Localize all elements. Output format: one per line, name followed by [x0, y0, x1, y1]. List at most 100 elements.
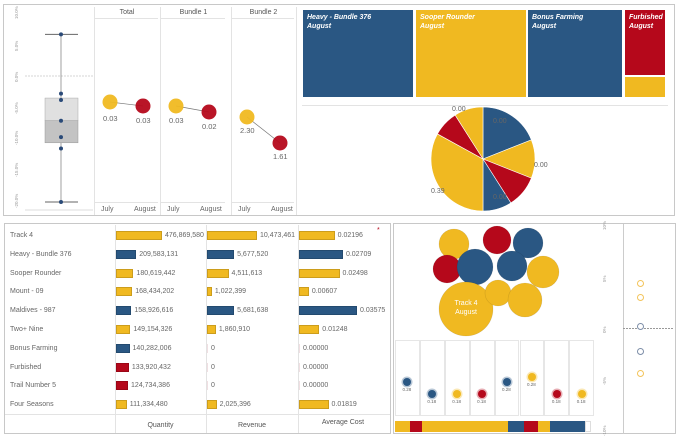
y-tick-label: 10% [602, 220, 607, 230]
value-avg_cost: 0.01248 [322, 326, 348, 333]
value-quantity: 209,583,131 [139, 250, 179, 258]
footer-line [231, 202, 294, 203]
box-point [59, 32, 63, 37]
strip-label: 0.18 [576, 399, 586, 404]
y-tick-label: -10% [602, 425, 607, 436]
bar-revenue [207, 268, 229, 278]
data-label: 0.02 [202, 122, 217, 131]
tile-period: August [307, 23, 332, 30]
strip-dot [478, 390, 487, 398]
stacked-segment [507, 421, 524, 432]
strip-label: 0.28 [526, 382, 536, 387]
strip-dot [503, 378, 512, 386]
value-revenue: 0 [211, 382, 215, 390]
value-revenue: 1,860,910 [218, 326, 251, 333]
treemap-tile: Furbished August [624, 9, 666, 76]
bubble [496, 250, 528, 282]
value-revenue: 0 [211, 363, 215, 371]
bar-revenue [207, 249, 235, 259]
strip-dot [577, 390, 586, 398]
slope-chart: Total 0.03 July 0.03 August Bundle 1 0.03 July 0… [0, 0, 300, 220]
data-label: 2.30 [240, 126, 255, 135]
header-line [231, 18, 294, 19]
bubble [484, 279, 512, 307]
slope-point-july [239, 109, 255, 125]
pie-label: 0.00 [493, 118, 507, 125]
strip-column [395, 340, 420, 416]
bubble [482, 225, 512, 255]
bubble-chart: Track 4 August [395, 224, 595, 338]
bar-avg_cost [299, 381, 300, 391]
strip-label: 0.28 [402, 387, 412, 392]
strip-label: 0.28 [502, 387, 511, 392]
stacked-segment [585, 421, 591, 432]
pane-divider [160, 7, 161, 215]
bar-quantity [116, 400, 127, 410]
scatter-point [637, 348, 644, 356]
pane-header-1: Bundle 1 [179, 9, 208, 16]
value-avg_cost: 0.01819 [331, 401, 357, 409]
pie-slice [454, 106, 484, 161]
bar-quantity [116, 249, 137, 259]
x-tick-label: July [167, 206, 180, 213]
bar-revenue [207, 231, 257, 240]
pane-divider [231, 7, 232, 215]
strip-column [419, 340, 445, 416]
pane-divider [296, 7, 297, 215]
bar-avg_cost [299, 362, 300, 372]
value-quantity: 158,926,616 [134, 307, 174, 315]
slope-point-august [135, 98, 151, 114]
strip-dot [552, 390, 561, 398]
value-quantity: 168,434,202 [135, 288, 175, 296]
box-point [59, 91, 63, 96]
value-avg_cost: 0.02196 [337, 232, 363, 239]
row-label: Track 4 [10, 232, 34, 239]
value-avg_cost: 0.03575 [360, 307, 386, 315]
header-line [94, 18, 158, 19]
treemap: Heavy - Bundle 376 August Sooper Rounder Au… [302, 9, 666, 98]
bar-quantity [116, 287, 133, 297]
bar-quantity [116, 362, 129, 372]
stacked-segment [537, 421, 551, 432]
bar-revenue [207, 362, 208, 372]
slope-point-august [272, 135, 288, 151]
treemap-tile [624, 76, 666, 98]
bar-avg_cost [299, 268, 340, 278]
tile-name: Heavy - Bundle 376 [307, 14, 372, 21]
chart-svg [430, 106, 536, 212]
pie-label: 0.39 [431, 188, 445, 195]
y-tick-label: 0% [602, 326, 607, 333]
bar-quantity [116, 306, 132, 316]
box-point [59, 97, 63, 102]
scatter-axis-chart: 10% 5% 0% -5% -10% [597, 220, 677, 436]
bar-avg_cost [299, 231, 335, 240]
bar-avg_cost [299, 306, 357, 316]
tile-period: August [420, 23, 445, 30]
strip-dot [527, 373, 536, 381]
value-quantity: 140,282,006 [132, 344, 172, 352]
strip-column [494, 340, 520, 416]
bubble [456, 248, 494, 286]
row-label: Sooper Rounder [10, 269, 62, 277]
bar-revenue [207, 400, 217, 410]
scatter-point [637, 280, 644, 288]
treemap-tile: Bonus Farming August [527, 9, 623, 98]
treemap-tile: Sooper Rounder August [415, 9, 527, 98]
value-avg_cost: 0.02709 [345, 250, 372, 258]
tile-period: August [532, 23, 557, 30]
slope-point-august [201, 104, 217, 120]
scatter-point [637, 369, 644, 377]
tile-name: Bonus Farming [532, 14, 584, 21]
x-tick-label: July [101, 206, 114, 213]
bar-avg_cost [299, 400, 329, 410]
strip-column [544, 340, 570, 416]
dot-strip-chart: 0.28 0.18 0.18 0.18 0.28 0.28 0.18 0.18 [395, 340, 595, 416]
value-quantity: 124,734,386 [131, 382, 170, 390]
tile-period: August [629, 23, 654, 30]
stacked-segment [395, 421, 411, 432]
value-revenue: 0 [211, 344, 215, 352]
bar-table: Quantity Revenue Average Cost Track 4 476,86… [5, 225, 390, 433]
asterisk-marker: * [377, 227, 380, 234]
row-label: Maldives - 987 [10, 307, 56, 315]
column-header: Average Cost [321, 419, 365, 426]
